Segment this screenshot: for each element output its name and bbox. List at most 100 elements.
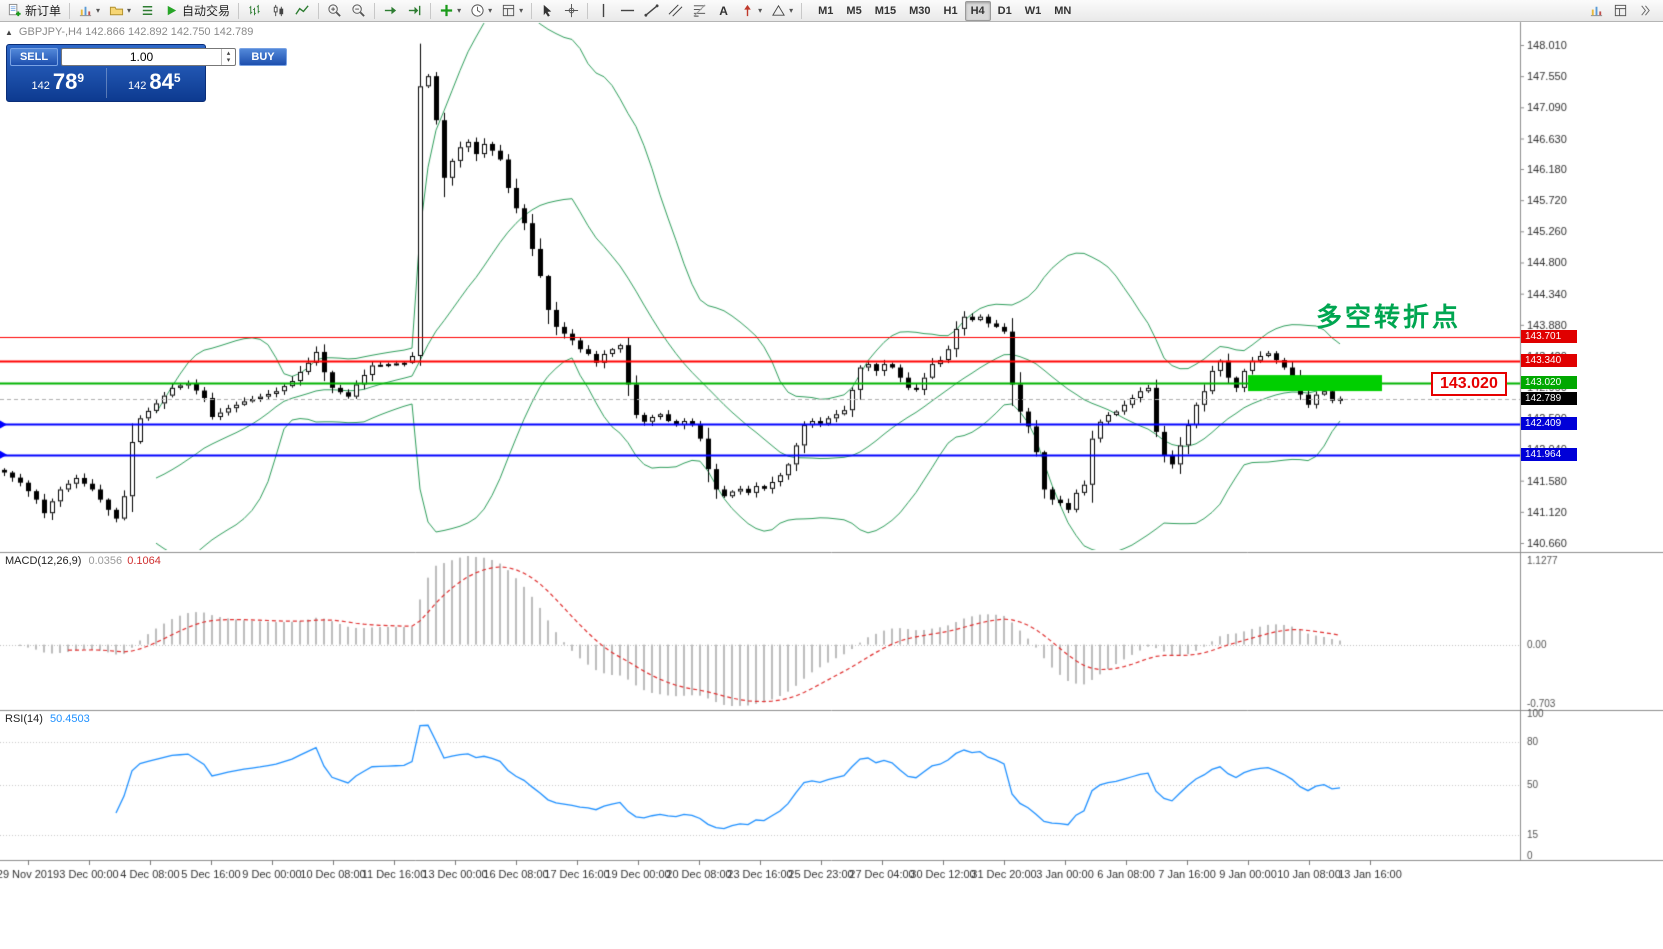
trendline-icon (644, 3, 659, 18)
crosshair-button[interactable] (560, 0, 583, 21)
fibo-icon (692, 3, 707, 18)
horizontal-line-button[interactable] (616, 0, 639, 21)
hline-icon (620, 3, 635, 18)
lot-increase-button[interactable]: ▴ (226, 50, 231, 57)
zoom-in-button[interactable] (323, 0, 346, 21)
new-order-button[interactable]: 新订单 (3, 0, 65, 21)
cursor-icon (540, 3, 555, 18)
shift-icon (407, 3, 422, 18)
channel-button[interactable] (664, 0, 687, 21)
bars-button[interactable] (243, 0, 266, 21)
cursor-button[interactable] (536, 0, 559, 21)
lot-decrease-button[interactable]: ▾ (226, 57, 231, 64)
price-tag-143.340: 143.340 (1521, 354, 1577, 367)
toolbar-handle-button[interactable] (1633, 0, 1656, 21)
indicators-button[interactable]: ▾ (435, 0, 465, 21)
dropdown-arrow-icon: ▾ (488, 6, 493, 15)
lot-spinner: ▴ ▾ (221, 49, 235, 65)
arrange-windows-button[interactable] (1609, 0, 1632, 21)
autotrading-button[interactable]: 自动交易 (160, 0, 234, 21)
timeframe-mn-button[interactable]: MN (1054, 4, 1072, 17)
templates-button[interactable]: ▾ (497, 0, 527, 21)
symbol-ohlc-text: GBPJPY-,H4 142.866 142.892 142.750 142.7… (18, 26, 254, 38)
periods-icon (470, 3, 485, 18)
toolbar-separator (318, 2, 320, 19)
linechart-icon (295, 3, 310, 18)
annotation-text[interactable]: 多空转折点 (1316, 302, 1462, 332)
text-tool-button[interactable]: A (712, 0, 735, 21)
buy-button[interactable]: BUY (239, 48, 287, 66)
timeframe-m1-button[interactable]: M1 (818, 4, 834, 17)
folder-icon (109, 3, 124, 18)
timeframe-h4-button[interactable]: H4 (964, 0, 991, 21)
timeframe-group: M1 M5 M15 M30 H1 H4 D1 W1 MN (812, 0, 1077, 21)
list-icon (140, 3, 155, 18)
symbol-info-row: ▲ GBPJPY-,H4 142.866 142.892 142.750 142… (5, 26, 253, 38)
fibonacci-button[interactable] (688, 0, 711, 21)
toolbar-separator (531, 2, 533, 19)
new-chart-button[interactable]: ▾ (74, 0, 104, 21)
price-tag-143.020: 143.020 (1521, 376, 1577, 389)
shapes-icon (771, 3, 786, 18)
price-tag-141.964: 141.964 (1521, 448, 1577, 461)
toolbar-separator (801, 2, 803, 19)
dropdown-arrow-icon: ▾ (519, 6, 524, 15)
macd-label: MACD(12,26,9) 0.0356 0.1064 (5, 555, 161, 567)
buy-price-display[interactable]: 142 845 (107, 68, 203, 98)
rsi-value: 50.4503 (49, 713, 90, 725)
vline-icon (596, 3, 611, 18)
buy-price-sup: 5 (173, 71, 181, 85)
lot-size-stepper: ▴ ▾ (61, 48, 236, 66)
market-watch-button[interactable] (136, 0, 159, 21)
price-callout-label[interactable]: 143.020 (1431, 372, 1507, 396)
lot-size-input[interactable] (62, 49, 221, 65)
auto-scroll-button[interactable] (379, 0, 402, 21)
candles-button[interactable] (267, 0, 290, 21)
zoom-out-icon (351, 3, 366, 18)
chart-shift-button[interactable] (403, 0, 426, 21)
timeframe-d1-button[interactable]: D1 (997, 4, 1012, 17)
zoom-out-button[interactable] (347, 0, 370, 21)
crosshair-icon (564, 3, 579, 18)
sell-price-display[interactable]: 142 789 (10, 68, 107, 98)
toolbar-separator (238, 2, 240, 19)
buy-price-big: 84 (149, 69, 174, 94)
templates-icon (501, 3, 516, 18)
toolbar-separator (374, 2, 376, 19)
sell-price-sup: 9 (77, 71, 85, 85)
vertical-line-button[interactable] (592, 0, 615, 21)
play-icon (164, 3, 179, 18)
bars-icon (247, 3, 262, 18)
timeframe-m15-button[interactable]: M15 (874, 4, 897, 17)
chart-window-button[interactable] (1585, 0, 1608, 21)
timeframe-w1-button[interactable]: W1 (1024, 4, 1042, 17)
trendline-button[interactable] (640, 0, 663, 21)
new-order-button-label: 新订单 (25, 4, 62, 18)
autotrading-button-label: 自动交易 (182, 4, 231, 18)
periods-button[interactable]: ▾ (466, 0, 496, 21)
zoom-in-icon (327, 3, 342, 18)
channel-icon (668, 3, 683, 18)
profiles-button[interactable]: ▾ (105, 0, 135, 21)
price-tag-142.409: 142.409 (1521, 417, 1577, 430)
toolbar-separator (587, 2, 589, 19)
sell-button[interactable]: SELL (10, 48, 58, 66)
buy-price-prefix: 142 (127, 80, 150, 92)
chart-plus-icon (78, 3, 93, 18)
candles-icon (271, 3, 286, 18)
arrows-tool-button[interactable]: ▾ (736, 0, 766, 21)
arrow-tool-icon (740, 3, 755, 18)
shapes-tool-button[interactable]: ▾ (767, 0, 797, 21)
dropdown-arrow-icon: ▾ (457, 6, 462, 15)
dropdown-arrow-icon: ▾ (127, 6, 132, 15)
price-tag-143.701: 143.701 (1521, 330, 1577, 343)
dropdown-arrow-icon: ▾ (96, 6, 101, 15)
timeframe-h1-button[interactable]: H1 (943, 4, 958, 17)
timeframe-m30-button[interactable]: M30 (909, 4, 931, 17)
macd-value-signal: 0.1064 (127, 555, 161, 567)
timeframe-m5-button[interactable]: M5 (846, 4, 862, 17)
autoscroll-icon (383, 3, 398, 18)
one-click-toggle-icon[interactable]: ▲ (5, 27, 13, 37)
line-chart-button[interactable] (291, 0, 314, 21)
